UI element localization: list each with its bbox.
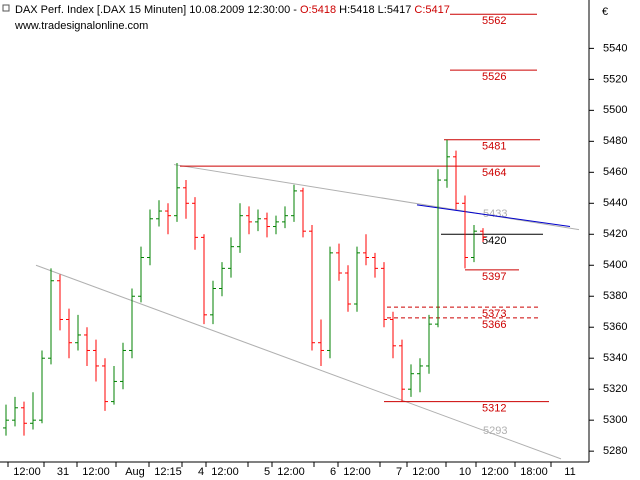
x-tick-label: Aug [125, 466, 145, 478]
y-tick-label: 5500 [603, 104, 627, 116]
level-label: 5562 [482, 15, 506, 27]
y-tick-label: 5440 [603, 197, 627, 209]
x-tick-label: 12:00 [82, 466, 110, 478]
y-tick-label: 5540 [603, 42, 627, 54]
trend-line [416, 204, 571, 228]
y-tick-label: 5460 [603, 166, 627, 178]
open: O:5418 [300, 4, 336, 16]
source: www.tradesignalonline.com [14, 20, 148, 32]
x-tick-label: 12:00 [412, 466, 440, 478]
x-tick-label: 12:00 [343, 466, 371, 478]
y-tick-label: 5280 [603, 445, 627, 457]
level-label: 5366 [482, 319, 506, 331]
y-tick-label: 5380 [603, 290, 627, 302]
y-tick-label: 5480 [603, 135, 627, 147]
high-low: H:5418 L:5417 [339, 4, 411, 16]
y-tick-label: 5420 [603, 228, 627, 240]
separator: - [293, 4, 297, 16]
level-label: 5464 [482, 167, 506, 179]
x-tick-label: 7 [396, 466, 402, 478]
datetime: 10.08.2009 12:30:00 [189, 4, 290, 16]
icon [2, 4, 10, 12]
y-tick-label: 5520 [603, 73, 627, 85]
x-tick-label: 10 [459, 466, 471, 478]
x-tick-label: 31 [57, 466, 69, 478]
symbol: DAX Perf. Index [.DAX 15 Minuten] [15, 4, 186, 16]
x-tick-label: 4 [198, 466, 204, 478]
trend-label: 5293 [483, 425, 507, 437]
y-tick-label: 5320 [603, 383, 627, 395]
x-tick-label: 12:00 [481, 466, 509, 478]
x-tick-label: 12:00 [277, 466, 305, 478]
trend-line [35, 264, 562, 460]
x-tick-label: 11 [564, 466, 575, 478]
x-tick-label: 5 [264, 466, 270, 478]
y-tick-label: 5400 [603, 259, 627, 271]
level-label: 5397 [482, 271, 506, 283]
level-label: 5373 [482, 308, 506, 320]
x-tick-label: 12:00 [13, 466, 41, 478]
x-tick-label: 12:15 [154, 466, 182, 478]
level-label: 5420 [482, 235, 506, 247]
y-tick-label: 5300 [603, 414, 627, 426]
y-tick-label: 5340 [603, 352, 627, 364]
y-tick-label: 5360 [603, 321, 627, 333]
x-tick-label: 18:00 [520, 466, 548, 478]
trend-label: 5433 [483, 208, 507, 220]
header-symbol: DAX Perf. Index [.DAX 15 Minuten] 10.08.… [15, 4, 450, 16]
x-tick-label: 6 [330, 466, 336, 478]
trend-line [173, 164, 580, 231]
close: C:5417 [414, 4, 449, 16]
currency: € [602, 6, 608, 18]
level-label: 5481 [482, 141, 506, 153]
level-label: 5526 [482, 71, 506, 83]
x-tick-label: 12:00 [211, 466, 239, 478]
level-label: 5312 [482, 402, 506, 414]
